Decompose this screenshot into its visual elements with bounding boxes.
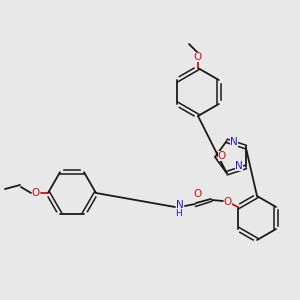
Text: O: O [218,151,226,161]
Text: N: N [235,161,243,171]
Text: H: H [176,208,182,217]
Text: O: O [32,188,40,198]
Text: O: O [194,189,202,199]
Text: O: O [224,197,232,207]
Text: N: N [230,137,238,147]
Text: O: O [194,52,202,62]
Text: N: N [176,200,184,210]
